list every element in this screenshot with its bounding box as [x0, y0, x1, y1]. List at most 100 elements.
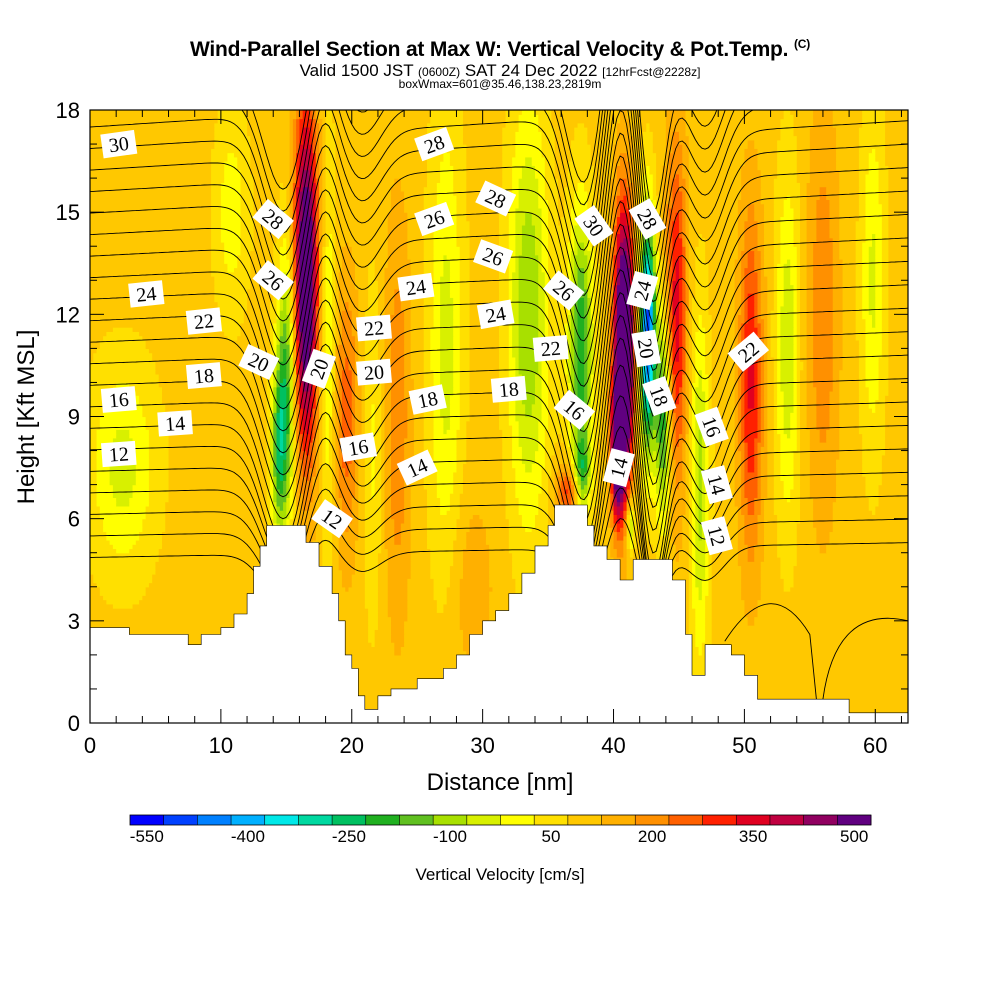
velocity-cell: [626, 531, 631, 537]
velocity-cell: [672, 505, 687, 511]
velocity-cell: [616, 348, 631, 354]
velocity-cell: [587, 454, 592, 460]
velocity-cell: [692, 369, 696, 375]
velocity-cell: [593, 369, 602, 375]
velocity-cell: [410, 544, 428, 550]
velocity-cell: [302, 446, 310, 452]
velocity-cell: [669, 480, 674, 486]
velocity-cell: [364, 476, 372, 481]
velocity-cell: [685, 463, 690, 469]
velocity-cell: [777, 429, 785, 435]
velocity-cell: [708, 390, 713, 396]
velocity-cell: [309, 395, 314, 401]
velocity-cell: [665, 574, 690, 579]
velocity-cell: [531, 403, 543, 409]
velocity-cell: [374, 433, 382, 439]
velocity-cell: [433, 591, 448, 596]
velocity-cell: [574, 437, 579, 443]
velocity-cell: [328, 446, 333, 452]
velocity-cell: [888, 361, 908, 367]
velocity-cell: [489, 578, 516, 584]
velocity-cell: [410, 535, 428, 541]
velocity-cell: [505, 514, 523, 520]
velocity-cell: [459, 493, 507, 498]
velocity-cell: [286, 416, 291, 422]
velocity-cell: [142, 522, 166, 528]
velocity-cell: [747, 446, 755, 452]
velocity-cell: [90, 603, 114, 609]
velocity-cell: [570, 501, 575, 507]
velocity-cell: [708, 378, 713, 384]
velocity-cell: [335, 373, 340, 379]
velocity-cell: [430, 365, 441, 371]
velocity-cell: [692, 582, 696, 588]
velocity-cell: [688, 586, 693, 592]
velocity-cell: [534, 399, 543, 405]
velocity-cell: [358, 488, 366, 494]
velocity-cell: [741, 459, 745, 464]
velocity-cell: [384, 463, 392, 469]
velocity-cell: [872, 510, 876, 516]
velocity-cell: [384, 480, 392, 486]
velocity-cell: [358, 463, 366, 469]
velocity-cell: [669, 365, 674, 371]
velocity-cell: [325, 395, 333, 401]
velocity-cell: [129, 433, 150, 439]
velocity-cell: [433, 463, 458, 469]
velocity-cell: [358, 459, 366, 464]
velocity-cell: [142, 412, 166, 418]
velocity-cell: [384, 488, 392, 494]
velocity-cell: [613, 378, 631, 384]
velocity-cell: [705, 501, 710, 507]
velocity-cell: [364, 539, 382, 545]
velocity-cell: [587, 510, 595, 516]
velocity-cell: [796, 548, 821, 554]
velocity-cell: [665, 565, 690, 571]
velocity-cell: [773, 510, 801, 516]
velocity-cell: [90, 493, 98, 498]
velocity-cell: [364, 471, 372, 477]
velocity-cell: [106, 535, 140, 541]
velocity-cell: [744, 603, 759, 609]
velocity-cell: [708, 659, 908, 665]
velocity-cell: [793, 569, 908, 575]
velocity-cell: [623, 505, 628, 511]
velocity-cell: [800, 352, 808, 358]
velocity-cell: [328, 437, 333, 443]
velocity-cell: [276, 497, 287, 503]
velocity-cell: [777, 407, 785, 413]
velocity-cell: [832, 505, 870, 511]
velocity-cell: [440, 505, 451, 511]
velocity-cell: [279, 505, 284, 511]
velocity-cell: [269, 446, 274, 452]
velocity-cell: [570, 480, 575, 486]
velocity-cell: [626, 535, 631, 541]
velocity-cell: [577, 365, 585, 371]
velocity-cell: [338, 535, 359, 541]
velocity-cell: [165, 416, 268, 422]
velocity-cell: [744, 433, 759, 439]
velocity-cell: [161, 395, 268, 401]
velocity-cell: [610, 403, 615, 409]
velocity-cell: [754, 467, 759, 473]
velocity-cell: [656, 484, 660, 490]
velocity-cell: [629, 522, 634, 528]
velocity-cell: [796, 365, 804, 371]
velocity-cell: [319, 412, 323, 418]
velocity-cell: [135, 476, 150, 481]
velocity-cell: [649, 471, 654, 477]
velocity-cell: [296, 463, 301, 469]
velocity-cell: [299, 535, 317, 541]
velocity-cell: [584, 518, 595, 524]
velocity-cell: [269, 463, 274, 469]
velocity-cell: [279, 437, 284, 443]
velocity-cell: [626, 476, 631, 481]
velocity-cell: [705, 510, 710, 516]
velocity-cell: [878, 390, 889, 396]
velocity-cell: [760, 510, 765, 516]
velocity-cell: [826, 433, 840, 439]
velocity-cell: [767, 437, 775, 443]
velocity-cell: [90, 425, 101, 430]
velocity-cell: [659, 442, 667, 447]
velocity-cell: [90, 446, 98, 452]
